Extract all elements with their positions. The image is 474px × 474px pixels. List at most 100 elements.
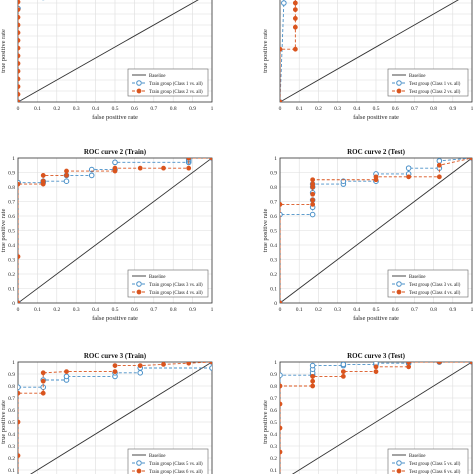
point-class-b	[209, 158, 212, 161]
legend-marker-a	[136, 281, 142, 287]
y-tick-label: 0.5	[8, 420, 15, 426]
legend: Baseline Train group (Class 3 vs. all) Tra…	[127, 269, 209, 298]
y-tick-label: 0.5	[270, 229, 277, 235]
point-class-b	[18, 53, 21, 59]
chart-title: ROC curve 2 (Test)	[347, 148, 406, 156]
y-tick-label: 0	[12, 301, 15, 307]
point-class-b	[18, 99, 21, 102]
y-tick-label: 0.8	[270, 185, 277, 191]
y-axis-label: true positive rate	[262, 209, 269, 253]
x-tick-label: 0.9	[449, 106, 456, 112]
legend-label: Test group (Class 6 vs. all)	[409, 470, 461, 474]
point-class-b	[436, 362, 442, 365]
y-tick-label: 0.4	[270, 432, 277, 438]
point-class-a	[112, 159, 118, 166]
legend-label: Test group (Class 5 vs. all)	[409, 462, 461, 467]
point-class-b	[280, 383, 283, 389]
point-class-b	[292, 15, 298, 21]
point-class-b	[18, 390, 21, 396]
point-class-b	[18, 254, 21, 259]
x-tick-label: 0.2	[53, 307, 60, 313]
point-class-a	[436, 158, 443, 164]
point-class-b	[40, 390, 46, 396]
y-tick-label: 0	[274, 301, 277, 307]
legend: Baseline Test group (Class 1 vs. all) Test…	[387, 68, 469, 97]
point-class-b	[64, 369, 69, 374]
chart-title: ROC curve 3 (Train)	[84, 352, 147, 360]
legend-label: Test group (Class 1 vs. all)	[409, 82, 461, 87]
plot-area	[18, 158, 212, 303]
roc-line-b	[18, 362, 212, 474]
x-tick-label: 0.5	[112, 106, 119, 112]
x-tick-label: 0.8	[430, 106, 437, 112]
point-class-b	[436, 162, 442, 168]
y-tick-label: 0.3	[270, 258, 277, 264]
x-axis-label: false positive rate	[353, 315, 399, 322]
roc-chart-1: 0 0.1 0.2 0.3 0.4 0.5 0.6 0.7 0.8 0.9 1 false posit…	[0, 0, 214, 121]
x-tick-label: 0	[279, 106, 282, 112]
point-class-b	[373, 174, 379, 180]
x-tick-label: 0.6	[131, 106, 138, 112]
x-tick-label: 0.2	[315, 106, 322, 112]
y-tick-label: 0.1	[8, 468, 15, 474]
point-class-b	[112, 165, 118, 171]
y-tick-label: 1	[12, 360, 15, 366]
point-class-b	[373, 364, 379, 370]
legend-label: Baseline	[149, 74, 166, 79]
x-tick-label: 0.9	[189, 307, 196, 313]
x-tick-label: 0.2	[315, 307, 322, 313]
baseline-line	[30, 362, 212, 474]
point-class-b	[292, 7, 298, 13]
point-class-b	[436, 174, 442, 180]
point-class-b	[186, 165, 192, 171]
point-class-b	[18, 76, 21, 82]
point-class-a	[88, 172, 95, 179]
baseline-line	[280, 158, 472, 303]
y-tick-label: 0.3	[8, 258, 15, 264]
x-tick-label: 0.7	[411, 106, 418, 112]
point-class-b	[310, 373, 316, 379]
roc-chart-2: 0 0.1 0.2 0.3 0.4 0.5 0.6 0.7 0.8 0.9 1 false posit…	[262, 0, 474, 121]
roc-line-b	[280, 0, 296, 102]
point-class-a	[340, 362, 347, 368]
legend-marker-b	[136, 289, 142, 295]
point-class-b	[161, 165, 166, 171]
legend-label: Train group (Class 2 vs. all)	[149, 90, 203, 95]
y-tick-label: 0.3	[270, 444, 277, 450]
x-tick-label: 0.1	[296, 307, 303, 313]
y-tick-label: 0.7	[270, 396, 277, 402]
point-class-b	[18, 14, 21, 20]
point-class-b	[18, 91, 21, 97]
legend-label: Train group (Class 3 vs. all)	[149, 283, 203, 288]
legend-marker-b	[396, 468, 402, 474]
point-class-a	[63, 178, 70, 184]
baseline-line	[280, 0, 459, 102]
point-class-b	[280, 425, 283, 431]
point-class-b	[18, 30, 21, 36]
roc-chart-5: 0.1 0.2 0.3 0.4 0.5 0.6 0.7 0.8 0.9 1 true positiv…	[0, 352, 213, 474]
point-class-b	[137, 363, 143, 368]
legend-label: Train group (Class 4 vs. all)	[149, 291, 203, 296]
y-tick-label: 0.4	[8, 432, 15, 438]
point-class-b	[310, 177, 316, 183]
legend-marker-b	[396, 289, 402, 295]
point-class-b	[406, 362, 412, 365]
x-axis-label: false positive rate	[92, 114, 138, 121]
point-class-b	[18, 181, 21, 187]
legend-label: Baseline	[149, 454, 166, 459]
point-class-b	[209, 362, 212, 365]
point-class-a	[405, 165, 412, 171]
y-tick-label: 0.9	[8, 372, 15, 378]
plot-area	[18, 0, 199, 102]
point-class-b	[186, 158, 192, 161]
roc-chart-3: 0 0.1 0.2 0.3 0.4 0.5 0.6 0.7 0.8 0.9 1 0 0.1 0.2 0.3 0…	[0, 148, 214, 322]
x-tick-label: 0.3	[73, 307, 80, 313]
legend-marker-a	[396, 281, 402, 287]
x-tick-label: 1	[211, 106, 214, 112]
y-axis-label: true positive rate	[0, 400, 7, 444]
roc-line-a	[18, 0, 19, 102]
x-tick-label: 0.2	[53, 106, 60, 112]
chart-title: ROC curve 3 (Test)	[347, 352, 406, 360]
legend-marker-a	[396, 460, 402, 466]
